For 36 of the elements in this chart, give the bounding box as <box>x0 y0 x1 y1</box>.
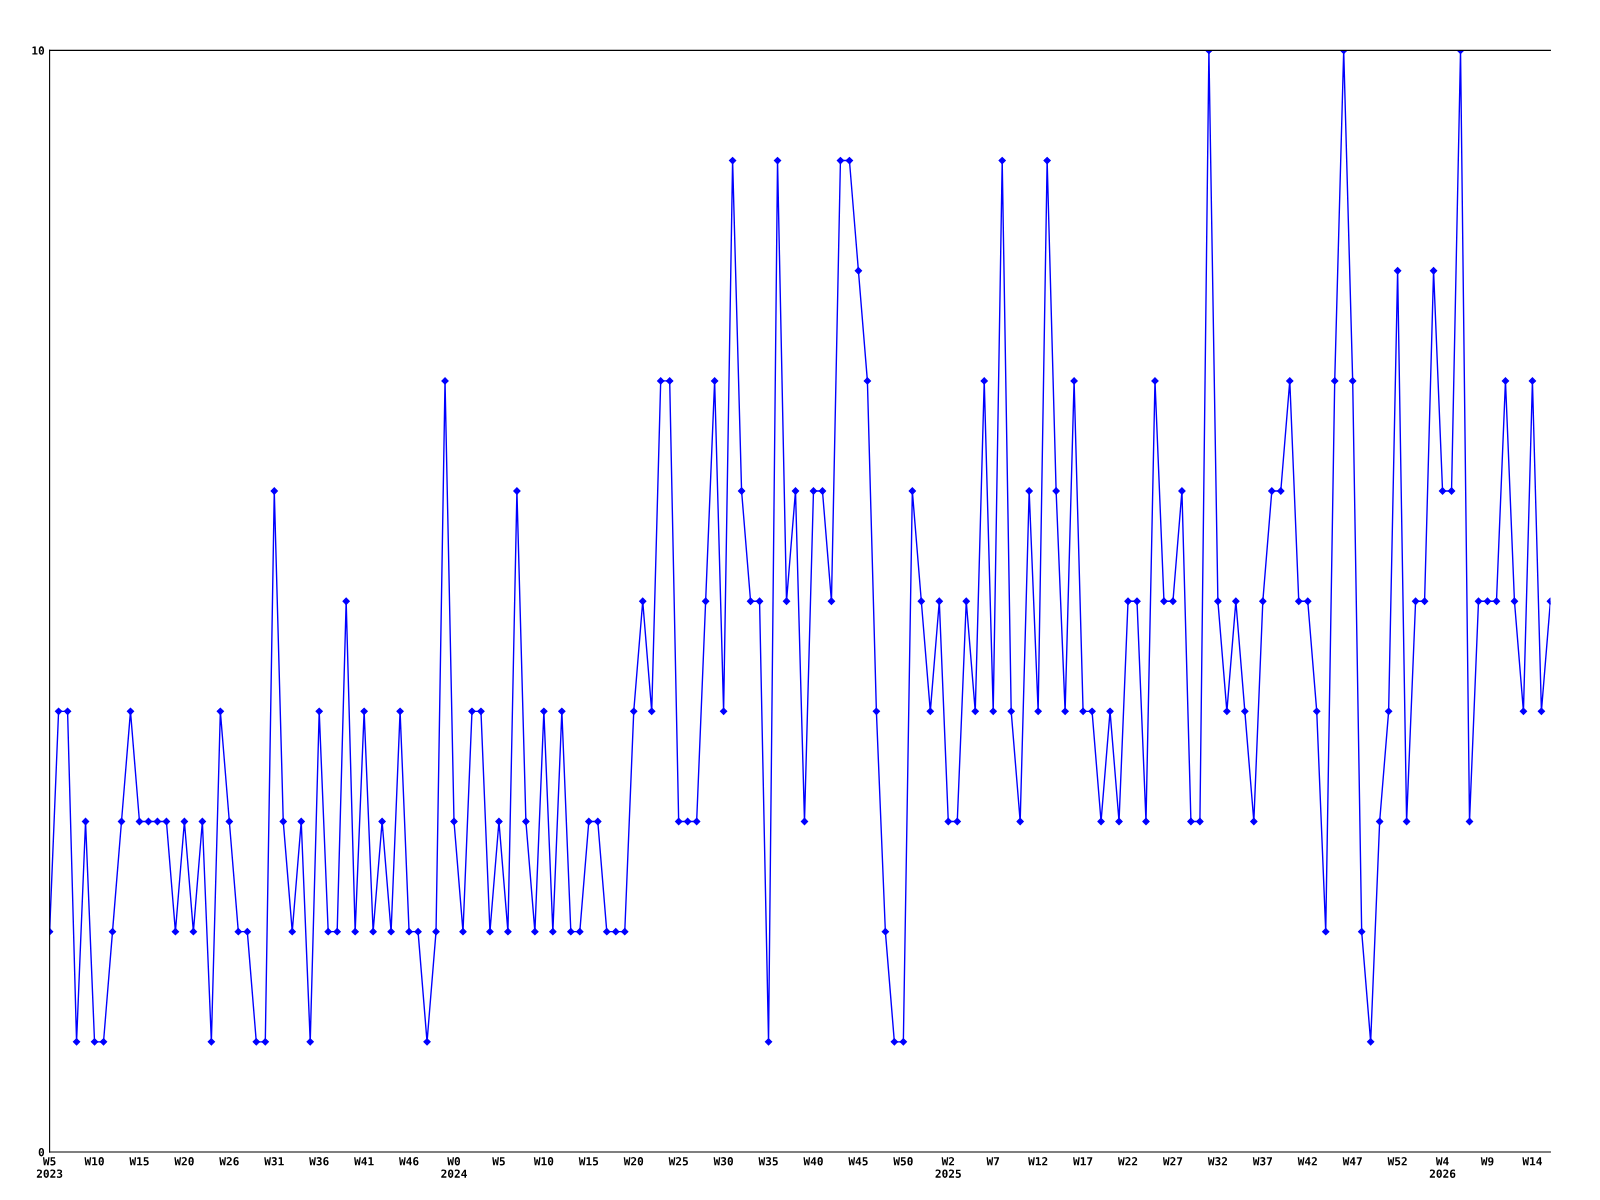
x-tick-label: W9 <box>1480 1157 1494 1166</box>
x-tick-label: W25 <box>668 1157 688 1166</box>
x-tick-label: W15 <box>578 1157 599 1166</box>
x-tick-label: W20 <box>623 1157 644 1166</box>
x-tick-label: W31 <box>264 1157 284 1166</box>
y-tick-label: 10 <box>32 46 45 55</box>
x-tick-label: W10 <box>533 1157 554 1166</box>
x-tick-label: W0 2024 <box>441 1157 467 1178</box>
x-tick-label: W36 <box>309 1157 329 1166</box>
x-tick-label: W45 <box>848 1157 868 1166</box>
x-tick-label: W47 <box>1342 1157 1362 1166</box>
x-tick-label: W7 <box>986 1157 1000 1166</box>
x-tick-label: W26 <box>219 1157 239 1166</box>
x-tick-label: W40 <box>803 1157 823 1166</box>
x-tick-label: W30 <box>713 1157 733 1166</box>
x-tick-label: W37 <box>1252 1157 1273 1166</box>
x-tick-label: W2 2025 <box>935 1157 961 1178</box>
x-tick-label: W14 <box>1522 1157 1542 1166</box>
x-tick-label: W42 <box>1297 1157 1317 1166</box>
x-tick-label: W52 <box>1387 1157 1407 1166</box>
x-tick-label: W5 <box>492 1157 505 1166</box>
x-tick-label: W10 <box>84 1157 104 1166</box>
x-tick-label: W46 <box>399 1157 419 1166</box>
x-tick-label: W27 <box>1162 1157 1183 1166</box>
x-tick-label: W15 <box>129 1157 149 1166</box>
x-tick-label: W4 2026 <box>1429 1157 1456 1178</box>
y-tick-label: 0 <box>38 1147 45 1157</box>
x-tick-label: W41 <box>354 1157 374 1166</box>
x-tick-label: W50 <box>893 1157 913 1166</box>
x-tick-label: W12 <box>1028 1157 1048 1166</box>
x-tick-label: W32 <box>1207 1157 1227 1166</box>
x-tick-label: W20 <box>174 1157 194 1166</box>
x-tick-label: W35 <box>758 1157 778 1166</box>
x-tick-label: W17 <box>1073 1157 1093 1166</box>
x-tick-label: W5 2023 <box>36 1157 63 1178</box>
x-tick-label: W22 <box>1117 1157 1138 1166</box>
